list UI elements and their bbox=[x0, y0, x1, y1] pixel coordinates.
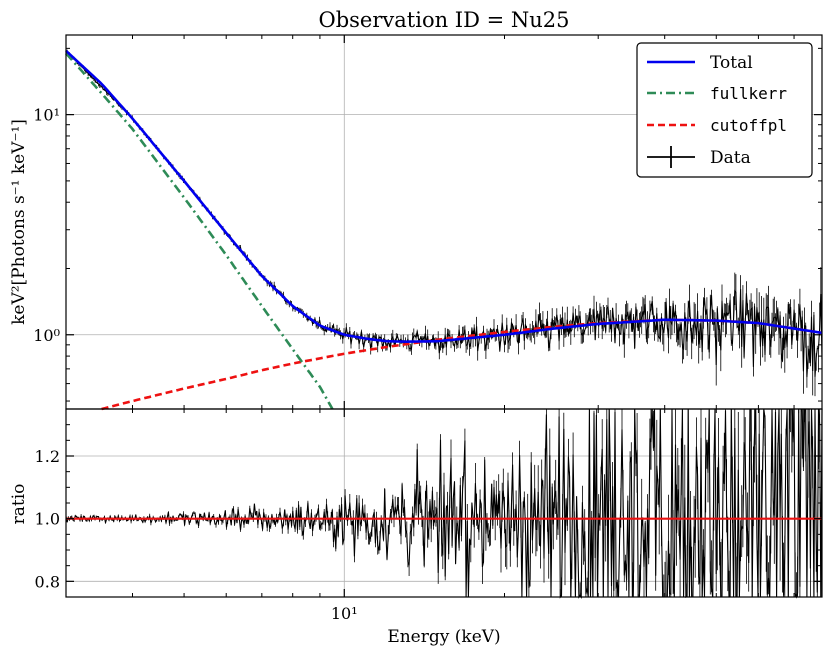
top-ticks bbox=[65, 35, 822, 409]
chart-title: Observation ID = Nu25 bbox=[319, 8, 570, 32]
bottom-y-tick-label-0: 0.8 bbox=[35, 572, 60, 591]
bottom-y-axis-label: ratio bbox=[9, 484, 29, 525]
bottom-ticks bbox=[65, 409, 822, 597]
top-y-tick-label-1: 10¹ bbox=[33, 106, 60, 125]
bottom-series bbox=[65, 408, 823, 600]
Total-line bbox=[65, 49, 823, 344]
legend-data-label: Data bbox=[710, 148, 751, 168]
top-y-axis-label: keV²[Photons s⁻¹ keV⁻¹] bbox=[9, 119, 29, 325]
ratio-series bbox=[65, 408, 823, 600]
bottom-y-tick-label-2: 1.2 bbox=[35, 447, 60, 466]
bottom-x-tick-labels: 10¹ bbox=[331, 604, 358, 623]
top-y-tick-label-0: 10⁰ bbox=[33, 326, 60, 345]
legend-total-label: Total bbox=[710, 53, 753, 73]
x-tick-label-0: 10¹ bbox=[331, 604, 358, 623]
legend-cutoffpl-label: cutoffpl bbox=[710, 116, 787, 135]
bottom-y-tick-labels: 0.8 1.0 1.2 bbox=[35, 447, 60, 591]
top-series bbox=[65, 48, 823, 411]
legend-fullkerr-label: fullkerr bbox=[710, 84, 787, 103]
bottom-panel: 0.8 1.0 1.2 10¹ ratio Energy (keV) bbox=[9, 408, 823, 647]
x-axis-label: Energy (keV) bbox=[387, 627, 500, 647]
cutoffpl-line bbox=[101, 318, 823, 411]
legend-box bbox=[636, 42, 813, 178]
top-y-tick-labels: 10⁰ 10¹ bbox=[33, 106, 60, 345]
legend: Total fullkerr cutoffpl Data bbox=[636, 42, 813, 178]
bottom-y-tick-label-1: 1.0 bbox=[35, 510, 60, 529]
fullkerr-line bbox=[65, 52, 334, 410]
top-panel: 10⁰ 10¹ keV²[Photons s⁻¹ keV⁻¹] bbox=[9, 34, 823, 411]
